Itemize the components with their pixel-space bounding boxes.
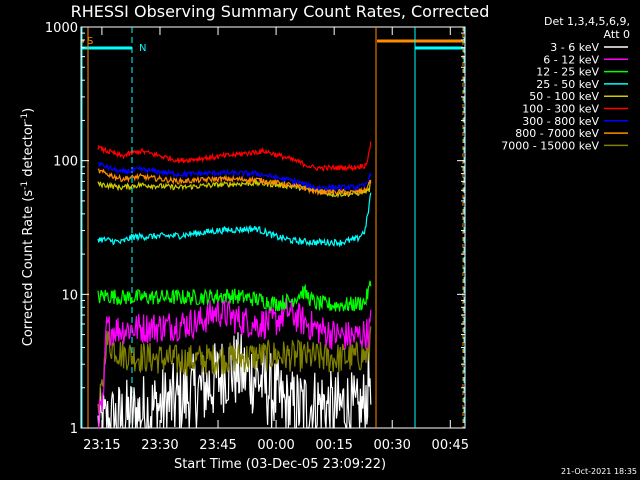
legend-label: 6 - 12 keV bbox=[543, 53, 599, 66]
axes: 1 10 100 1000 23:15 23:30 23:45 00:00 00:15 00:30… bbox=[45, 21, 469, 453]
plot-frame bbox=[80, 26, 466, 429]
legend-header-line-2: Att 0 bbox=[604, 28, 630, 41]
legend-label: 800 - 7000 keV bbox=[515, 127, 599, 140]
night-flag-label: N bbox=[139, 43, 146, 54]
y-tick-label: 1 bbox=[70, 422, 78, 437]
legend-label: 7000 - 15000 keV bbox=[501, 139, 599, 152]
timestamp: 21-Oct-2021 18:35 bbox=[561, 467, 637, 476]
legend-label: 25 - 50 keV bbox=[536, 78, 599, 91]
data-series bbox=[97, 141, 372, 430]
x-tick-label: 23:30 bbox=[141, 438, 178, 453]
legend-label: 12 - 25 keV bbox=[536, 66, 599, 79]
series-line-7 bbox=[97, 168, 372, 196]
y-tick-label: 10 bbox=[61, 288, 78, 303]
series-line-5 bbox=[97, 141, 372, 172]
x-tick-label: 23:15 bbox=[83, 438, 120, 453]
series-line-8 bbox=[97, 326, 372, 414]
legend-header-line-1: Det 1,3,4,5,6,9, bbox=[544, 15, 630, 28]
x-tick-label: 00:45 bbox=[432, 438, 469, 453]
series-line-3 bbox=[97, 192, 372, 248]
series-line-6 bbox=[98, 162, 372, 192]
plot-border bbox=[80, 26, 466, 429]
chart-title: RHESSI Observing Summary Count Rates, Co… bbox=[71, 2, 490, 21]
legend-label: 50 - 100 keV bbox=[529, 90, 599, 103]
y-tick-label: 100 bbox=[53, 155, 78, 170]
saa-flag-label: S bbox=[87, 36, 93, 47]
legend-label: 3 - 6 keV bbox=[550, 41, 599, 54]
series-line-2 bbox=[97, 280, 372, 312]
legend-label: 300 - 800 keV bbox=[522, 115, 599, 128]
x-tick-label: 00:30 bbox=[373, 438, 410, 453]
x-axis-label: Start Time (03-Dec-05 23:09:22) bbox=[174, 457, 386, 472]
series-line-1 bbox=[97, 297, 372, 429]
x-tick-label: 00:15 bbox=[315, 438, 352, 453]
x-tick-label: 23:45 bbox=[199, 438, 236, 453]
legend-label: 100 - 300 keV bbox=[522, 103, 599, 116]
y-axis-label: Corrected Count Rate (s-1 detector-1) bbox=[20, 108, 36, 346]
y-tick-label: 1000 bbox=[45, 21, 78, 36]
x-tick-label: 00:00 bbox=[257, 438, 294, 453]
